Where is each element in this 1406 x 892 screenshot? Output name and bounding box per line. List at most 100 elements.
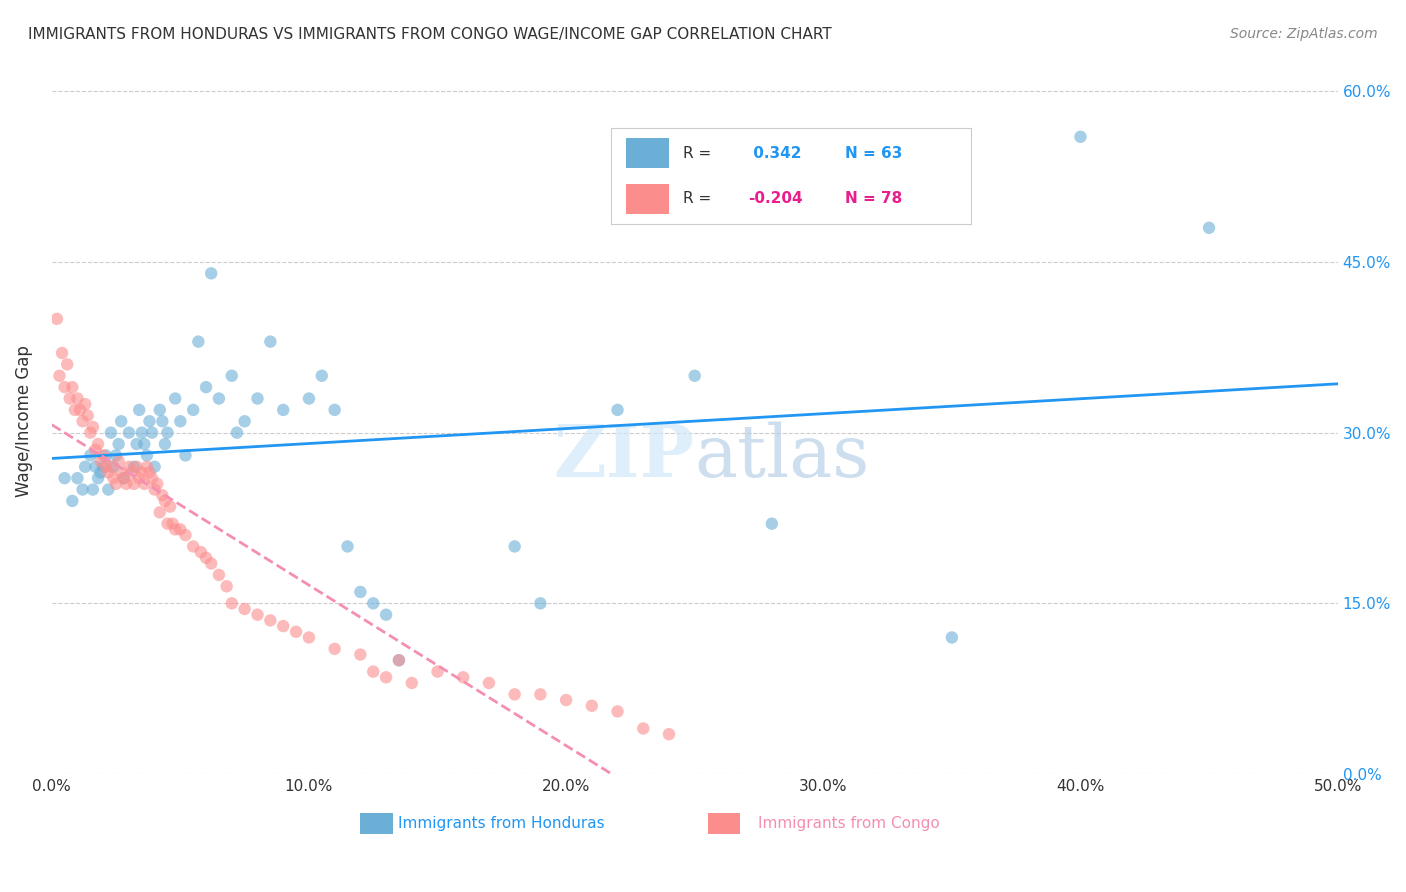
Point xyxy=(143,483,166,497)
Point xyxy=(94,459,117,474)
Point xyxy=(103,459,125,474)
Point xyxy=(125,437,148,451)
Point xyxy=(103,471,125,485)
Point xyxy=(349,648,371,662)
Point xyxy=(91,459,114,474)
Point xyxy=(134,437,156,451)
Point xyxy=(135,449,157,463)
Point xyxy=(221,596,243,610)
Point xyxy=(84,442,107,457)
Point xyxy=(153,494,176,508)
Point xyxy=(72,414,94,428)
Point xyxy=(138,414,160,428)
Point xyxy=(100,425,122,440)
Point xyxy=(226,425,249,440)
Point xyxy=(107,454,129,468)
Point xyxy=(503,540,526,554)
Point xyxy=(298,631,321,645)
Point xyxy=(200,557,222,571)
Point xyxy=(233,602,256,616)
Point xyxy=(349,585,371,599)
Point xyxy=(59,392,82,406)
Text: Source: ZipAtlas.com: Source: ZipAtlas.com xyxy=(1230,27,1378,41)
Point xyxy=(156,516,179,531)
Point xyxy=(125,459,148,474)
Point xyxy=(66,471,89,485)
Point xyxy=(159,500,181,514)
Point xyxy=(156,425,179,440)
Point xyxy=(451,670,474,684)
Point xyxy=(138,466,160,480)
Point xyxy=(529,687,551,701)
Point xyxy=(181,403,204,417)
Point xyxy=(143,459,166,474)
Point xyxy=(131,425,153,440)
Text: atlas: atlas xyxy=(695,421,870,491)
Point xyxy=(112,471,135,485)
Point xyxy=(128,403,150,417)
Point xyxy=(79,425,101,440)
Point xyxy=(150,414,173,428)
Point xyxy=(115,476,138,491)
Point xyxy=(150,488,173,502)
Point xyxy=(53,471,76,485)
Point xyxy=(259,614,281,628)
Point xyxy=(529,596,551,610)
Point xyxy=(761,516,783,531)
Point xyxy=(60,380,83,394)
Point xyxy=(45,311,67,326)
Point xyxy=(162,516,184,531)
Point xyxy=(683,368,706,383)
Point xyxy=(323,403,346,417)
Point xyxy=(388,653,411,667)
Point xyxy=(233,414,256,428)
Point xyxy=(271,619,294,633)
Point xyxy=(581,698,603,713)
Point xyxy=(221,368,243,383)
Point xyxy=(149,505,172,519)
Point xyxy=(323,641,346,656)
Point xyxy=(271,403,294,417)
Point xyxy=(100,459,122,474)
Point xyxy=(118,459,141,474)
Point xyxy=(285,624,308,639)
Point xyxy=(97,466,120,480)
Point xyxy=(97,483,120,497)
Point xyxy=(1069,129,1091,144)
Point xyxy=(174,449,197,463)
Point xyxy=(110,414,132,428)
Point xyxy=(633,722,655,736)
Point xyxy=(53,380,76,394)
Point xyxy=(63,403,86,417)
Point xyxy=(169,414,191,428)
Point xyxy=(215,579,238,593)
Point xyxy=(606,705,628,719)
Point xyxy=(128,471,150,485)
Point xyxy=(169,522,191,536)
Text: Immigrants from Honduras: Immigrants from Honduras xyxy=(398,816,605,831)
Point xyxy=(375,670,398,684)
Point xyxy=(82,420,104,434)
Point xyxy=(246,607,269,622)
Point xyxy=(200,266,222,280)
Point xyxy=(87,437,110,451)
Point xyxy=(105,449,128,463)
Point xyxy=(606,403,628,417)
Point xyxy=(122,476,145,491)
Point xyxy=(153,437,176,451)
Point xyxy=(56,357,79,371)
Point xyxy=(75,397,97,411)
Point xyxy=(298,392,321,406)
Point xyxy=(361,665,384,679)
Point xyxy=(311,368,333,383)
Point xyxy=(90,466,112,480)
Point xyxy=(48,368,70,383)
Point xyxy=(118,425,141,440)
Point xyxy=(112,471,135,485)
Point xyxy=(60,494,83,508)
Point xyxy=(105,476,128,491)
Point xyxy=(84,459,107,474)
Point xyxy=(141,425,163,440)
Point xyxy=(187,334,209,349)
Point xyxy=(75,459,97,474)
